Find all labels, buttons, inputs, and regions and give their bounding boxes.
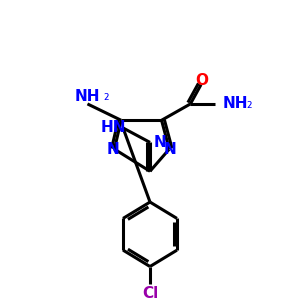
Text: O: O xyxy=(196,73,208,88)
Text: NH: NH xyxy=(223,96,249,111)
Text: ₂: ₂ xyxy=(103,89,109,103)
Text: N: N xyxy=(107,142,120,157)
Text: N: N xyxy=(153,135,166,150)
Text: ₂: ₂ xyxy=(246,97,252,111)
Text: NH: NH xyxy=(75,89,100,104)
Text: HN: HN xyxy=(101,121,126,136)
Text: Cl: Cl xyxy=(142,286,158,300)
Text: N: N xyxy=(164,142,177,157)
